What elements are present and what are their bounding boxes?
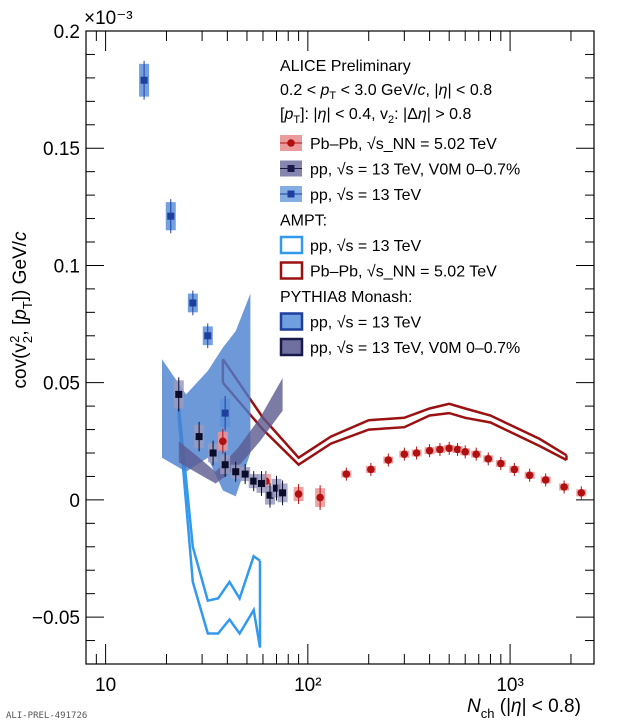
data-point-square — [195, 433, 203, 441]
data-point-circle — [294, 490, 303, 498]
legend-entry-label: Pb–Pb, √s_NN = 5.02 TeV — [310, 264, 497, 281]
x-tick-label: 10² — [294, 675, 321, 696]
data-point-square — [257, 479, 265, 487]
data-point-circle — [461, 448, 470, 456]
data-point-circle — [497, 459, 505, 468]
data-point-circle — [445, 444, 453, 453]
data-point-circle — [342, 470, 351, 478]
x-axis-title: Nch (|η| < 0.8) — [467, 696, 581, 721]
data-point-circle — [472, 450, 481, 458]
legend-entry-label: pp, √s = 13 TeV — [310, 238, 422, 255]
y-axis-title: cov(v22, [pT]) GeV/c — [7, 231, 35, 388]
data-point-circle — [525, 471, 534, 480]
footer-label: ALI-PREL-491726 — [6, 711, 88, 721]
svg-text:cov(v22, [pT]) GeV/c: cov(v22, [pT]) GeV/c — [7, 231, 35, 388]
data-points — [139, 60, 587, 510]
x-tick-label: 10 — [95, 675, 116, 696]
y-exponent-label: ×10⁻³ — [84, 8, 133, 29]
legend-info-line: ALICE Preliminary — [280, 58, 411, 75]
legend: ALICE Preliminary 0.2 < pT < 3.0 GeV/c, |… — [279, 58, 520, 357]
legend-swatch — [279, 235, 304, 255]
model-band-upper-line — [177, 405, 261, 603]
legend-info-line: 0.2 < pT < 3.0 GeV/c, |η| < 0.8 — [280, 82, 492, 102]
y-tick-label: 0.05 — [43, 374, 80, 395]
data-point-square — [221, 409, 229, 417]
data-point-circle — [425, 446, 434, 455]
legend-swatch-marker — [287, 190, 295, 198]
data-point-square — [209, 449, 217, 457]
legend-swatch — [279, 312, 304, 331]
data-point-square — [273, 484, 281, 492]
data-point-square — [221, 461, 229, 469]
legend-swatch-marker — [287, 165, 295, 172]
legend-entry-label: pp, √s = 13 TeV, V0M 0–0.7% — [310, 340, 520, 357]
data-point-square — [175, 390, 183, 398]
data-point-square — [279, 489, 287, 497]
legend-swatch — [279, 261, 304, 280]
data-point-square — [204, 332, 212, 340]
data-point-square — [167, 212, 175, 220]
legend-entry-label: pp, √s = 13 TeV — [310, 187, 422, 204]
model-band-lower-line — [221, 381, 568, 467]
data-point-circle — [541, 476, 550, 484]
axes: 10 10² 10³ 0.2 0.15 0.1 0.05 0 −0.05 — [32, 22, 594, 696]
svg-text:Nch (|η| < 0.8): Nch (|η| < 0.8) — [467, 696, 581, 721]
data-point-circle — [316, 493, 324, 502]
legend-info-line: [pT]: |η| < 0.4, v2: |Δη| > 0.8 — [280, 106, 472, 126]
model-bands — [162, 293, 568, 648]
legend-entry-label: pp, √s = 13 TeV — [310, 315, 422, 332]
y-tick-label: 0.2 — [54, 22, 80, 43]
data-point-square — [232, 468, 240, 476]
y-tick-label: 0 — [69, 491, 80, 512]
data-point-circle — [400, 450, 409, 458]
data-point-circle — [436, 445, 444, 454]
data-point-square — [250, 477, 258, 485]
data-point-circle — [560, 483, 568, 491]
data-point-circle — [577, 489, 586, 497]
y-tick-label: −0.05 — [32, 608, 80, 629]
data-point-circle — [384, 456, 393, 464]
data-point-circle — [453, 445, 462, 454]
model-band-lower-line — [177, 417, 262, 648]
legend-swatch — [279, 337, 304, 357]
legend-entry-label: Pb–Pb, √s_NN = 5.02 TeV — [310, 136, 497, 153]
legend-swatch-marker — [287, 139, 295, 147]
data-point-square — [266, 491, 274, 499]
y-tick-label: 0.1 — [54, 256, 80, 277]
model-band-upper-line — [221, 358, 568, 460]
data-point-square — [189, 299, 197, 307]
data-point-square — [140, 76, 148, 84]
x-tick-label: 10³ — [496, 675, 523, 696]
legend-entry-label: pp, √s = 13 TeV, V0M 0–0.7% — [310, 162, 520, 179]
y-tick-label: 0.15 — [43, 139, 80, 160]
legend-entry-label: PYTHIA8 Monash: — [280, 289, 413, 306]
data-point-square — [241, 470, 249, 478]
data-point-circle — [367, 465, 375, 474]
data-point-circle — [484, 455, 493, 463]
plot-frame — [85, 30, 595, 665]
model-band-fill — [178, 378, 283, 484]
data-point-circle — [510, 465, 519, 474]
data-point-circle — [219, 437, 227, 446]
legend-entry-label: AMPT: — [280, 213, 327, 230]
data-point-circle — [412, 449, 421, 457]
